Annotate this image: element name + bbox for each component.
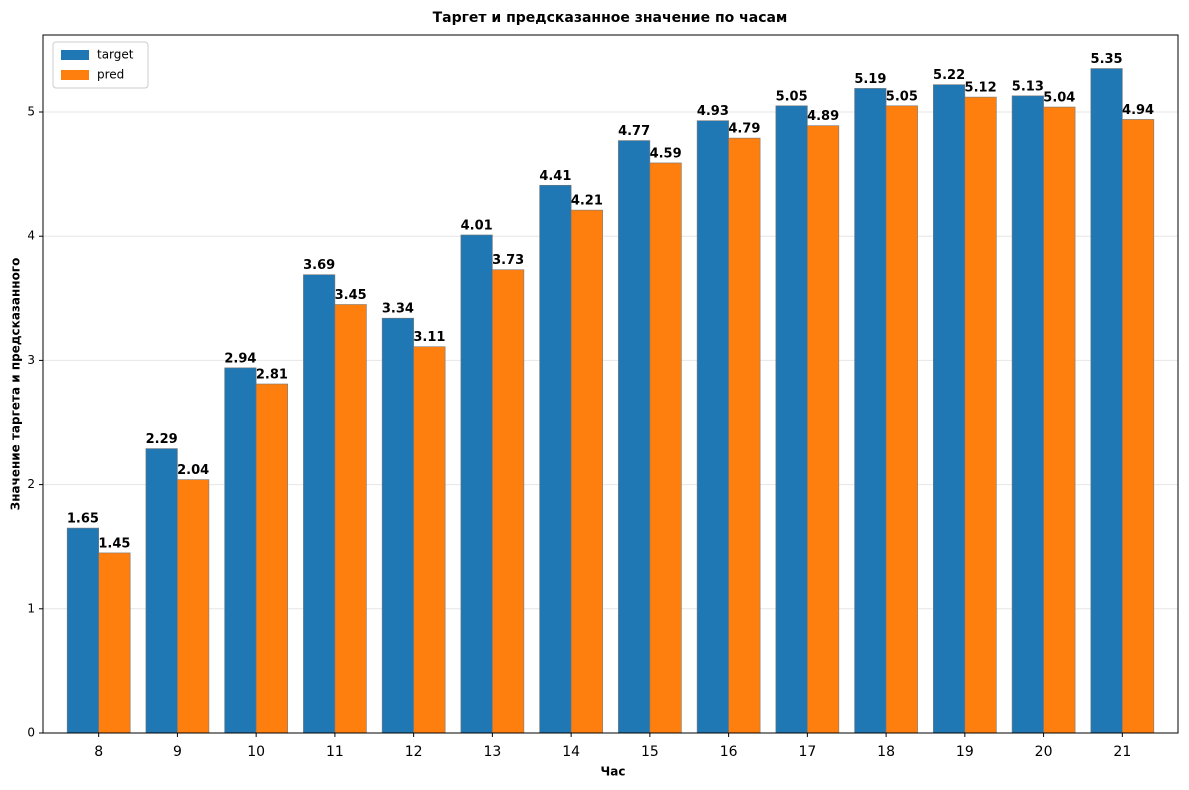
y-tick-label: 4 [27,229,35,243]
value-label: 5.05 [886,89,918,104]
bar [460,234,493,734]
value-label: 3.69 [303,258,335,273]
value-label: 5.05 [776,89,808,104]
bar [539,184,572,734]
x-tick-label: 9 [173,744,182,760]
value-label: 5.35 [1091,52,1123,67]
value-label: 2.94 [224,351,256,366]
bar [807,125,840,734]
value-label: 2.29 [146,432,178,447]
legend-label: target [97,48,134,62]
bar [413,346,446,734]
bar [649,162,682,734]
bar [1090,68,1123,734]
x-tick-label: 12 [405,744,423,760]
bar [66,527,99,734]
value-label: 1.45 [98,536,130,551]
y-tick-label: 3 [27,353,35,367]
value-label: 4.89 [807,109,839,124]
bar [933,84,966,734]
value-label: 1.65 [67,512,99,527]
bar [885,105,918,734]
bar [1122,119,1155,734]
value-label: 5.12 [965,81,997,96]
bar [492,269,525,734]
value-label: 3.73 [492,253,524,268]
legend-swatch [61,70,89,80]
x-tick-label: 8 [94,744,103,760]
x-tick-label: 14 [562,744,580,760]
x-tick-label: 18 [877,744,895,760]
chart-title: Таргет и предсказанное значение по часам [433,10,788,26]
value-label: 4.01 [461,218,493,233]
bar [618,140,651,734]
x-tick-label: 10 [247,744,265,760]
x-tick-label: 20 [1035,744,1053,760]
y-tick-label: 2 [27,477,35,491]
x-tick-label: 11 [326,744,344,760]
value-label: 5.22 [933,68,965,83]
bar [775,105,808,734]
x-tick-label: 15 [641,744,659,760]
bar [1011,95,1044,734]
value-label: 4.79 [728,122,760,137]
bar [1043,106,1076,734]
value-label: 5.04 [1043,91,1075,106]
value-label: 4.77 [618,124,650,139]
bar [177,479,210,734]
bar [964,96,997,734]
bar [334,304,367,734]
value-label: 5.13 [1012,79,1044,94]
bar [145,448,178,734]
y-tick-label: 0 [27,726,35,740]
bar [255,383,288,734]
x-tick-label: 13 [483,744,501,760]
bar [98,552,131,734]
y-axis-label: Значение таргета и предсказанного [9,258,23,511]
value-label: 3.45 [335,288,367,303]
bar [303,274,336,734]
y-tick-label: 1 [27,601,35,615]
bar [224,367,257,734]
x-axis-label: Час [601,765,626,779]
value-label: 4.59 [650,146,682,161]
bar [381,317,414,734]
value-label: 3.34 [382,302,414,317]
value-label: 2.04 [177,463,209,478]
value-label: 3.11 [413,330,445,345]
bar [696,120,729,734]
bar [728,137,761,734]
value-label: 4.21 [571,194,603,209]
legend-label: pred [97,68,124,82]
value-label: 4.41 [539,169,571,184]
x-tick-label: 21 [1113,744,1131,760]
x-tick-label: 19 [956,744,974,760]
value-label: 4.94 [1122,103,1154,118]
x-tick-label: 17 [798,744,816,760]
bar [854,88,887,734]
x-tick-label: 16 [720,744,738,760]
bar [570,209,603,734]
plot-frame [42,34,1179,734]
value-label: 5.19 [854,72,886,87]
value-label: 2.81 [256,368,288,383]
y-tick-label: 5 [27,105,35,119]
value-label: 4.93 [697,104,729,119]
legend-swatch [61,50,89,60]
